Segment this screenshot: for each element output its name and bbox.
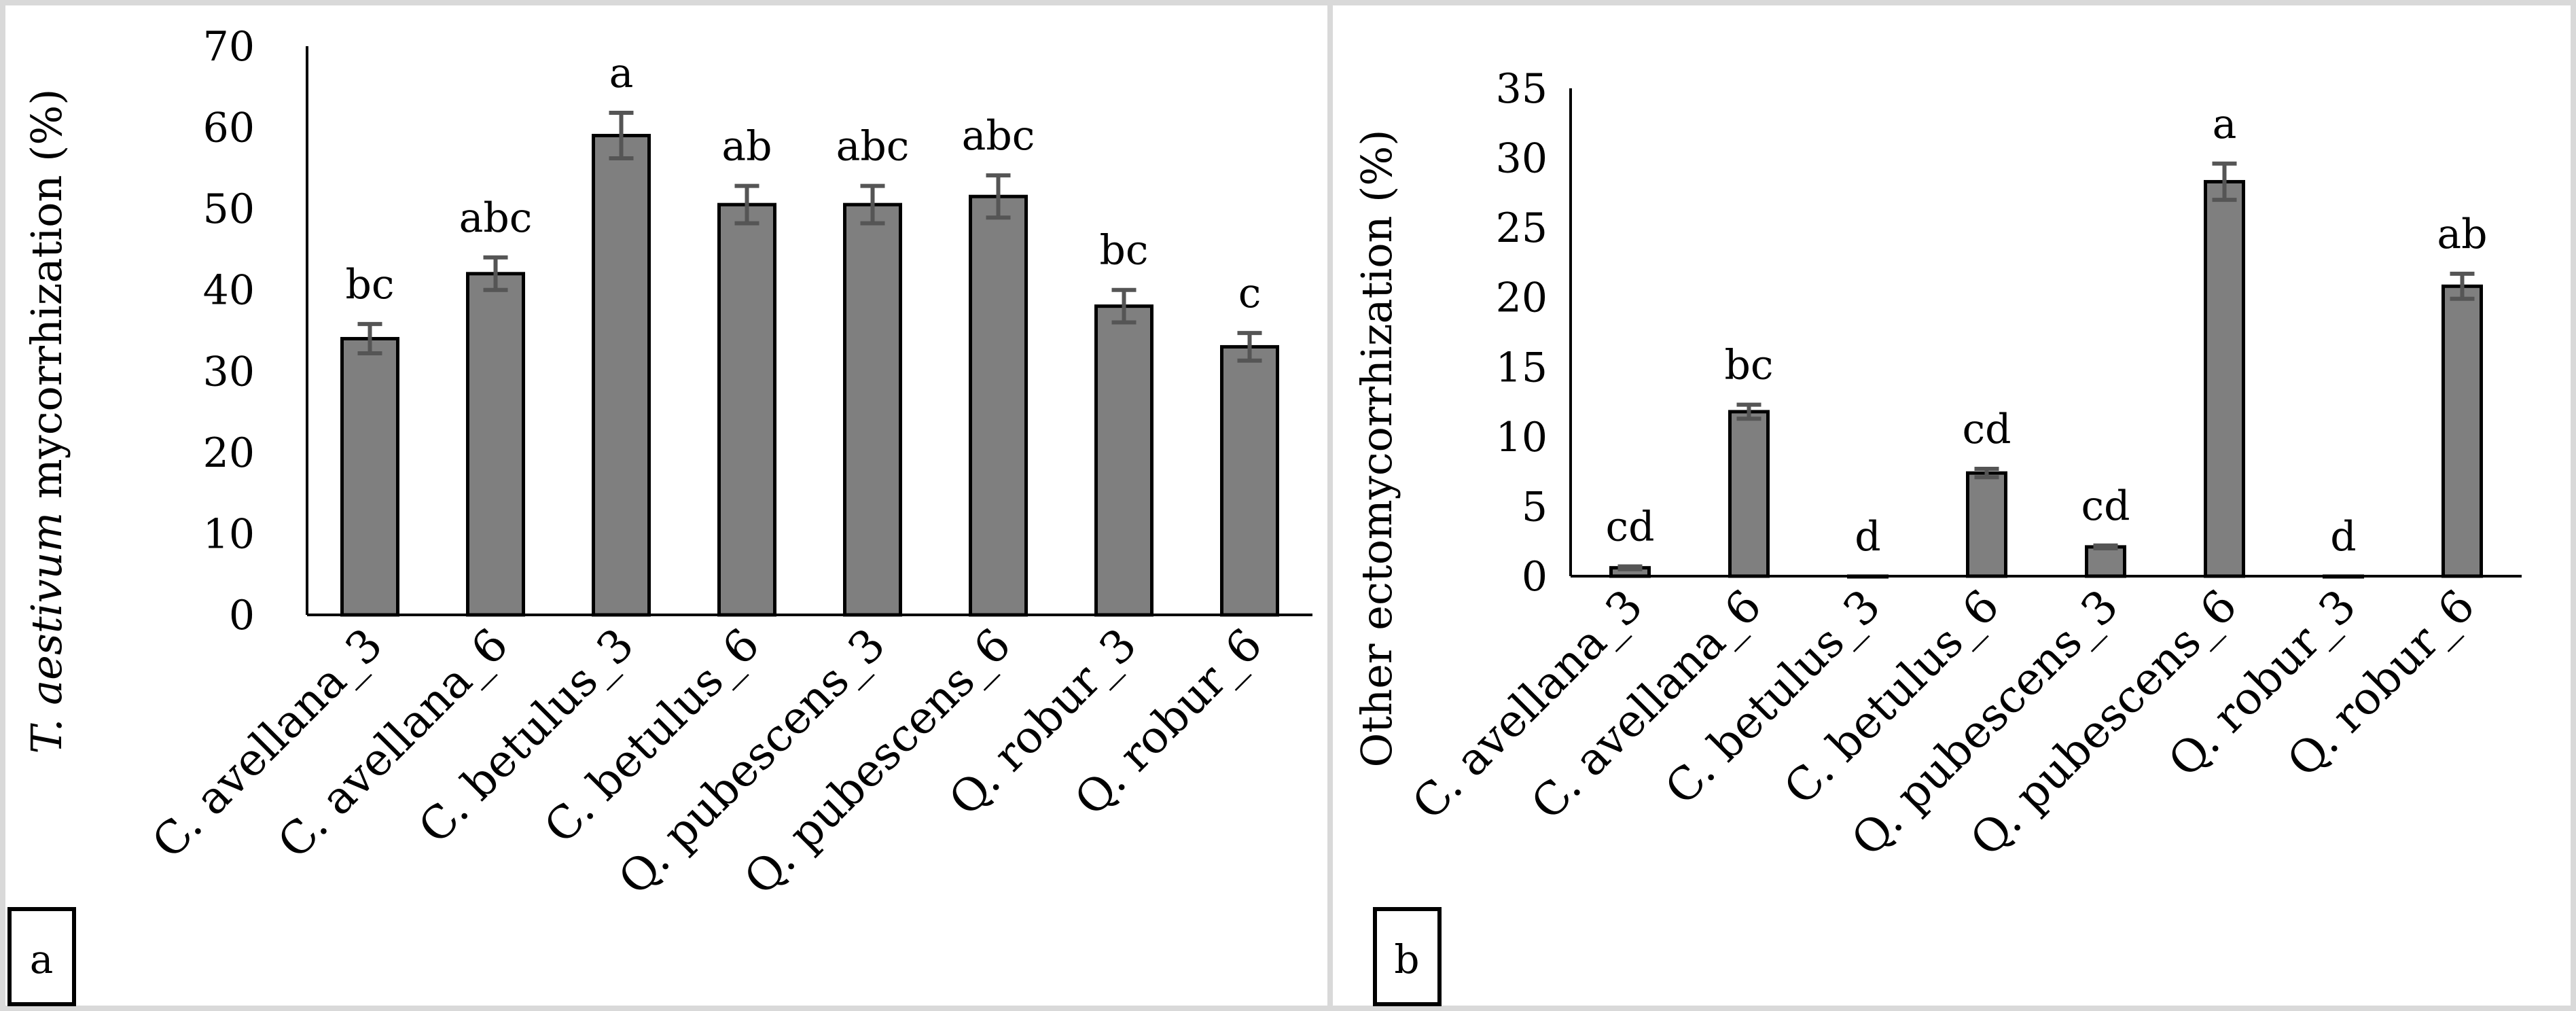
panel-a-y-tick-label: 10 [203, 510, 255, 558]
panel-a-y-tick-label: 20 [203, 429, 255, 477]
panel-a-category-label: C. betulus_6 [534, 618, 769, 853]
panel-a-significance-label: ab [721, 123, 772, 171]
panel-b-y-tick-label: 25 [1496, 205, 1548, 252]
panel-b-significance-label: d [1855, 513, 1880, 561]
panel-a-y-title-italic: T. aestivum [22, 512, 71, 754]
panel-b-significance-label: bc [1724, 342, 1773, 389]
panel-b-significance-label: cd [1962, 406, 2011, 453]
panel-a-bar [717, 202, 776, 617]
panel-b-y-tick-label: 20 [1496, 274, 1548, 322]
panel-b-bar [1728, 410, 1770, 578]
panel-b-bar [2441, 284, 2483, 578]
panel-a-significance-label: abc [836, 123, 910, 171]
panel-b-significance-label: cd [2081, 482, 2130, 530]
panel-b-y-tick-label: 10 [1496, 414, 1548, 461]
panel-a-bar [1094, 304, 1153, 617]
panel-a-significance-label: abc [962, 112, 1035, 160]
panel-a-y-tick-label: 40 [203, 267, 255, 315]
panel-b-significance-label: d [2330, 513, 2356, 561]
panel-b-y-tick-label: 35 [1496, 65, 1548, 113]
panel-b-y-tick-label: 15 [1496, 344, 1548, 391]
panel-a-significance-label: bc [1099, 227, 1148, 274]
panel-b-y-title: Other ectomycorrhization (%) [1352, 130, 1401, 768]
panel-a-significance-label: c [1238, 270, 1262, 317]
panel-b-tag: b [1394, 936, 1419, 982]
panel-a-bar [592, 134, 651, 617]
panel-b-tag-box [1373, 907, 1442, 1006]
panel-a-y-tick-label: 50 [203, 185, 255, 233]
panel-a-bar [466, 272, 525, 617]
panel-b-frame [1327, 0, 2576, 1011]
panel-b-bar [1966, 471, 2007, 578]
panel-b-bar [1847, 574, 1889, 579]
panel-a-tag: a [30, 936, 54, 982]
panel-b-bar [2323, 574, 2364, 579]
panel-a-y-title: T. aestivum mycorrhization (%) [22, 89, 71, 754]
panel-a-bar [843, 202, 902, 617]
panel-b-y-tick-label: 0 [1522, 553, 1548, 601]
panel-a-bar [1220, 344, 1279, 617]
panel-a-significance-label: abc [459, 194, 533, 242]
panel-b-significance-label: ab [2437, 211, 2487, 258]
panel-a-category-label: C. avellana_3 [142, 618, 393, 869]
panel-b-y-tick-label: 5 [1522, 483, 1548, 531]
panel-a-y-tick-label: 0 [229, 592, 255, 639]
panel-a-significance-label: bc [345, 261, 394, 308]
panel-b-bar [2204, 179, 2245, 578]
panel-a-category-label: C. betulus_3 [408, 618, 643, 853]
panel-a-tag-box [7, 907, 76, 1006]
panel-b-significance-label: cd [1605, 503, 1654, 551]
panel-a-y-tick-label: 30 [203, 348, 255, 395]
panel-a-bar [340, 336, 399, 617]
panel-a-y-title-rest: mycorrhization (%) [22, 89, 71, 512]
panel-a-y-tick-label: 70 [203, 23, 255, 71]
panel-a-bar [969, 194, 1028, 617]
panel-b-significance-label: a [2213, 101, 2237, 148]
panel-b-y-tick-label: 30 [1496, 135, 1548, 183]
panel-a-significance-label: a [609, 50, 634, 97]
panel-b-bar [2085, 545, 2126, 578]
panel-a-y-tick-label: 60 [203, 105, 255, 152]
panel-a-category-label: C. avellana_6 [268, 618, 518, 869]
